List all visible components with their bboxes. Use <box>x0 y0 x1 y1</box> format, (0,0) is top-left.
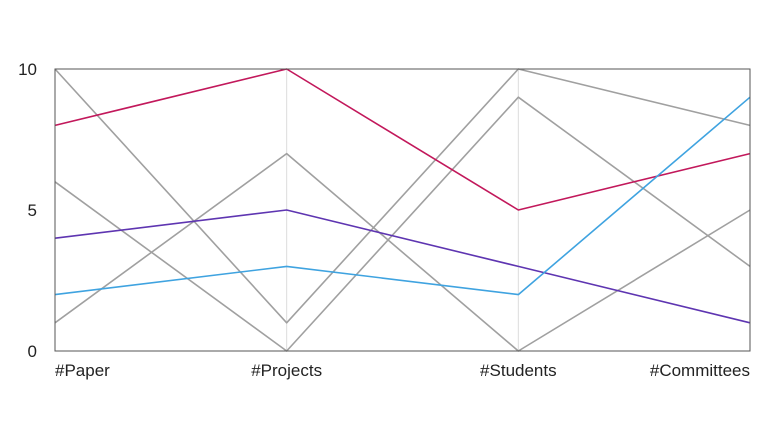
dimension-label: #Committees <box>650 361 750 380</box>
series-line-2 <box>54 96 751 352</box>
y-tick-label: 5 <box>28 201 37 220</box>
label-layer: 0 5 10 #Paper #Projects #Students #Committees <box>18 60 750 380</box>
plot-frame <box>54 68 751 352</box>
dimension-label: #Projects <box>251 361 322 380</box>
y-tick-label: 10 <box>18 60 37 79</box>
dimension-label: #Students <box>480 361 557 380</box>
y-tick-label: 0 <box>28 342 37 361</box>
series-line-1 <box>54 68 751 324</box>
series-line-6 <box>54 96 751 296</box>
series-line-4 <box>54 68 751 211</box>
grid-layer <box>286 69 519 351</box>
series-layer <box>54 68 751 352</box>
dimension-label: #Paper <box>55 361 110 380</box>
series-line-5 <box>54 209 751 324</box>
frame-layer <box>54 68 751 352</box>
series-line-3 <box>54 152 751 352</box>
